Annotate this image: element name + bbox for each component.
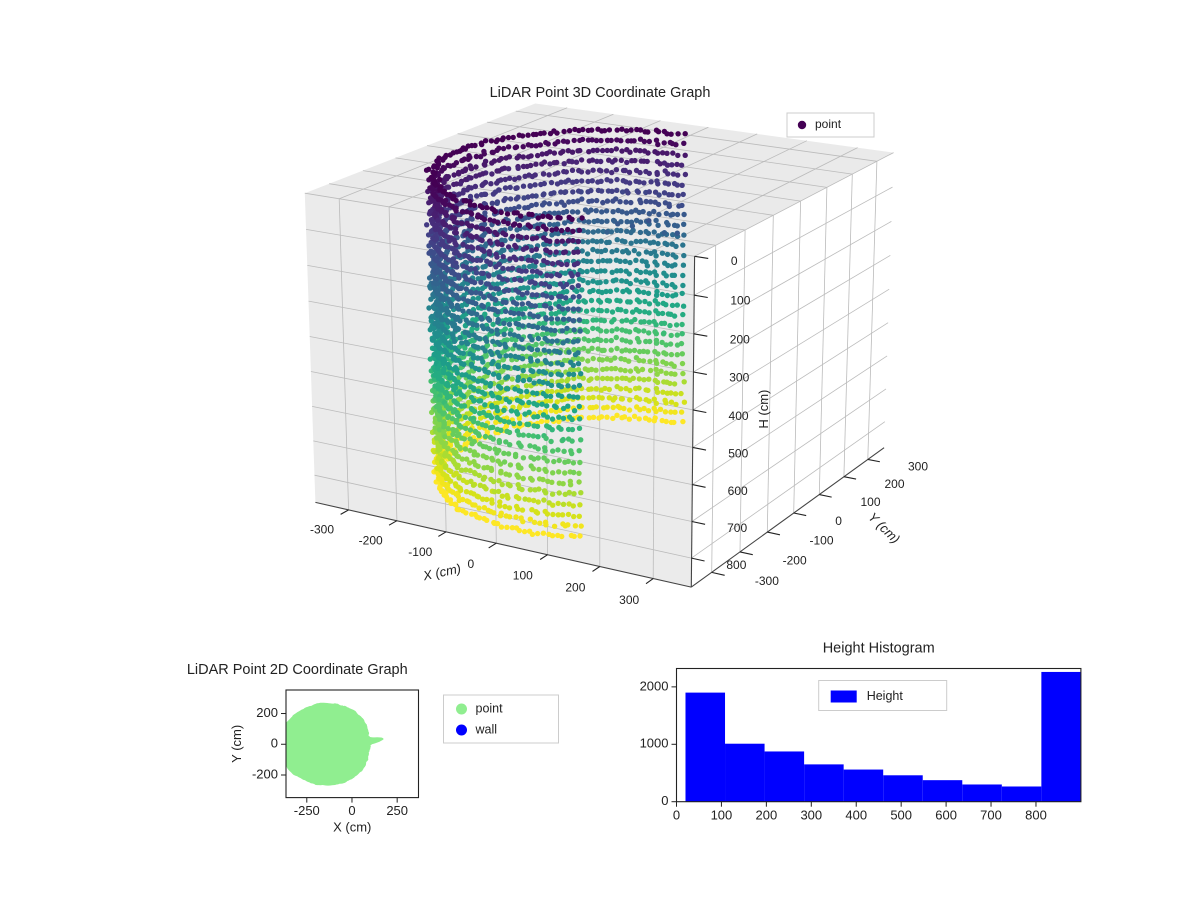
- svg-text:Y (cm): Y (cm): [229, 725, 244, 763]
- svg-text:700: 700: [980, 807, 1002, 822]
- svg-text:700: 700: [727, 521, 747, 535]
- svg-text:400: 400: [845, 807, 867, 822]
- svg-text:point: point: [476, 701, 504, 715]
- svg-text:0: 0: [468, 557, 475, 571]
- svg-text:LiDAR Point 2D Coordinate Grap: LiDAR Point 2D Coordinate Graph: [187, 662, 408, 678]
- svg-text:0: 0: [661, 793, 668, 808]
- svg-text:-100: -100: [408, 545, 432, 559]
- svg-text:0: 0: [348, 803, 355, 818]
- svg-text:2000: 2000: [640, 678, 669, 693]
- svg-text:0: 0: [835, 514, 842, 528]
- svg-text:-250: -250: [294, 803, 320, 818]
- svg-text:200: 200: [885, 477, 905, 491]
- svg-text:200: 200: [565, 581, 585, 595]
- svg-text:300: 300: [800, 807, 822, 822]
- svg-text:100: 100: [861, 495, 881, 509]
- svg-text:300: 300: [908, 459, 928, 473]
- svg-text:X (cm): X (cm): [333, 820, 371, 835]
- svg-text:800: 800: [726, 558, 746, 572]
- svg-text:0: 0: [731, 254, 738, 268]
- svg-text:250: 250: [386, 803, 408, 818]
- svg-text:500: 500: [890, 807, 912, 822]
- svg-text:Height: Height: [867, 689, 904, 703]
- svg-text:-200: -200: [252, 766, 278, 781]
- svg-text:0: 0: [673, 807, 680, 822]
- svg-text:-200: -200: [783, 553, 807, 567]
- svg-text:-300: -300: [310, 523, 334, 537]
- svg-text:300: 300: [619, 593, 639, 607]
- svg-text:300: 300: [729, 371, 749, 385]
- svg-text:400: 400: [729, 409, 749, 423]
- svg-text:Height Histogram: Height Histogram: [823, 641, 935, 657]
- svg-text:200: 200: [756, 807, 778, 822]
- svg-text:600: 600: [728, 484, 748, 498]
- svg-text:H (cm): H (cm): [756, 390, 771, 429]
- svg-text:wall: wall: [475, 722, 498, 736]
- svg-text:600: 600: [935, 807, 957, 822]
- svg-text:LiDAR Point 3D Coordinate Grap: LiDAR Point 3D Coordinate Graph: [490, 85, 711, 101]
- svg-text:0: 0: [271, 736, 278, 751]
- svg-text:100: 100: [730, 293, 750, 307]
- svg-text:100: 100: [711, 807, 733, 822]
- svg-text:800: 800: [1025, 807, 1047, 822]
- svg-text:-100: -100: [810, 533, 834, 547]
- svg-text:point: point: [815, 117, 842, 131]
- svg-text:200: 200: [730, 332, 750, 346]
- svg-text:1000: 1000: [640, 736, 669, 751]
- svg-text:-200: -200: [359, 533, 383, 547]
- svg-text:500: 500: [728, 447, 748, 461]
- svg-text:200: 200: [256, 705, 278, 720]
- svg-text:100: 100: [513, 568, 533, 582]
- svg-text:-300: -300: [755, 574, 779, 588]
